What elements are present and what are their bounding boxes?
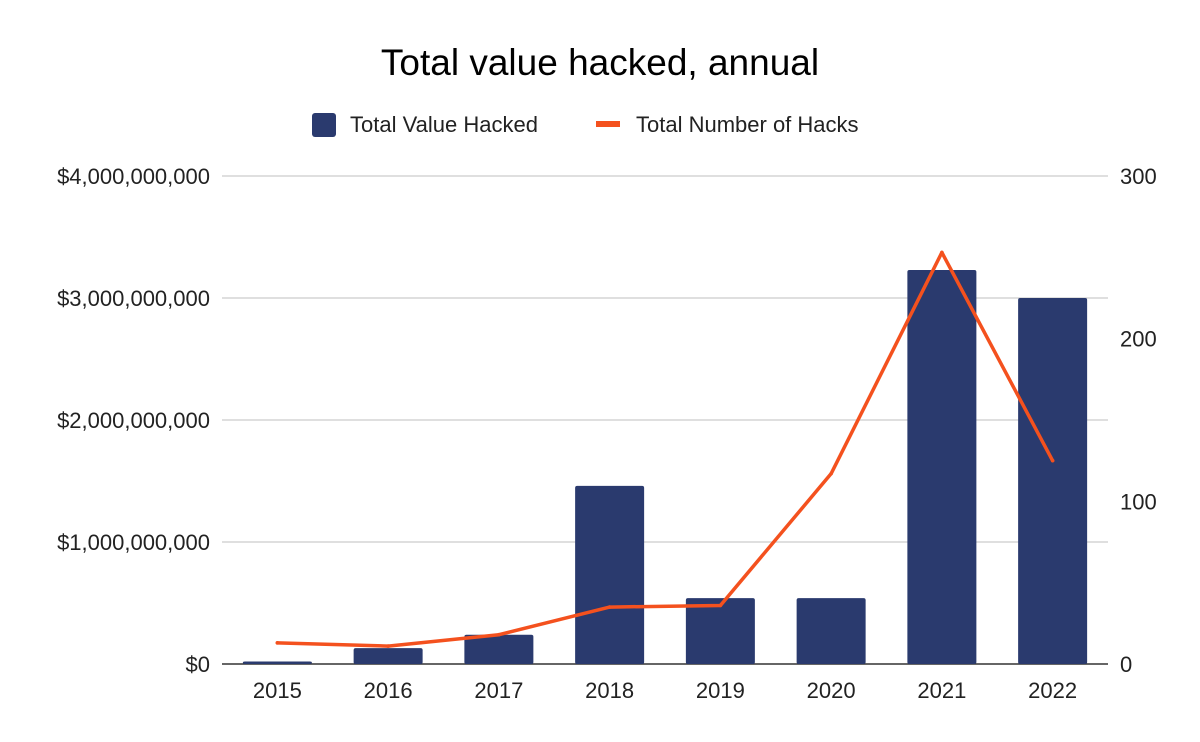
line-point — [607, 605, 612, 609]
y-tick-label-left: $0 — [186, 652, 210, 677]
y-tick-label-left: $4,000,000,000 — [57, 164, 210, 189]
x-tick-label: 2017 — [474, 678, 523, 703]
y-tick-label-right: 100 — [1120, 489, 1157, 514]
legend-label-bar: Total Value Hacked — [350, 112, 538, 137]
y-axis-left: $0 $1,000,000,000 $2,000,000,000 $3,000,000… — [57, 164, 210, 677]
legend-item-line[interactable]: Total Number of Hacks — [596, 112, 859, 137]
legend-item-bar[interactable]: Total Value Hacked — [312, 112, 538, 137]
legend-label-line: Total Number of Hacks — [636, 112, 859, 137]
x-tick-label: 2018 — [585, 678, 634, 703]
bar — [907, 269, 977, 664]
bar — [464, 634, 534, 664]
bar — [1018, 298, 1088, 664]
y-tick-label-right: 0 — [1120, 652, 1132, 677]
y-tick-label-right: 300 — [1120, 164, 1157, 189]
x-tick-label: 2020 — [807, 678, 856, 703]
bar — [575, 485, 645, 664]
bar — [242, 661, 312, 664]
x-axis: 2015 2016 2017 2018 2019 2020 2021 2022 — [253, 678, 1077, 703]
legend-swatch-bar — [312, 113, 336, 137]
y-tick-label-left: $2,000,000,000 — [57, 408, 210, 433]
line-series — [275, 250, 1055, 648]
y-axis-right: 0 100 200 300 — [1120, 164, 1157, 677]
line-point — [497, 632, 501, 637]
line-path — [275, 250, 1055, 648]
x-tick-label: 2015 — [253, 678, 302, 703]
line-point — [386, 644, 390, 648]
x-tick-label: 2021 — [917, 678, 966, 703]
x-tick-label: 2016 — [364, 678, 413, 703]
bar-series — [242, 269, 1088, 664]
legend-swatch-line — [596, 121, 620, 127]
legend: Total Value Hacked Total Number of Hacks — [312, 112, 859, 137]
line-point — [940, 250, 944, 255]
line-point — [275, 641, 280, 645]
x-tick-label: 2019 — [696, 678, 745, 703]
bar — [796, 598, 866, 664]
y-tick-label-right: 200 — [1120, 327, 1157, 352]
line-point — [829, 471, 833, 476]
x-tick-label: 2022 — [1028, 678, 1077, 703]
line-point — [718, 603, 723, 608]
y-tick-label-left: $3,000,000,000 — [57, 286, 210, 311]
line-point — [1050, 458, 1055, 463]
chart-title: Total value hacked, annual — [381, 42, 819, 83]
bar — [353, 648, 423, 664]
bar — [685, 598, 755, 664]
y-tick-label-left: $1,000,000,000 — [57, 530, 210, 555]
